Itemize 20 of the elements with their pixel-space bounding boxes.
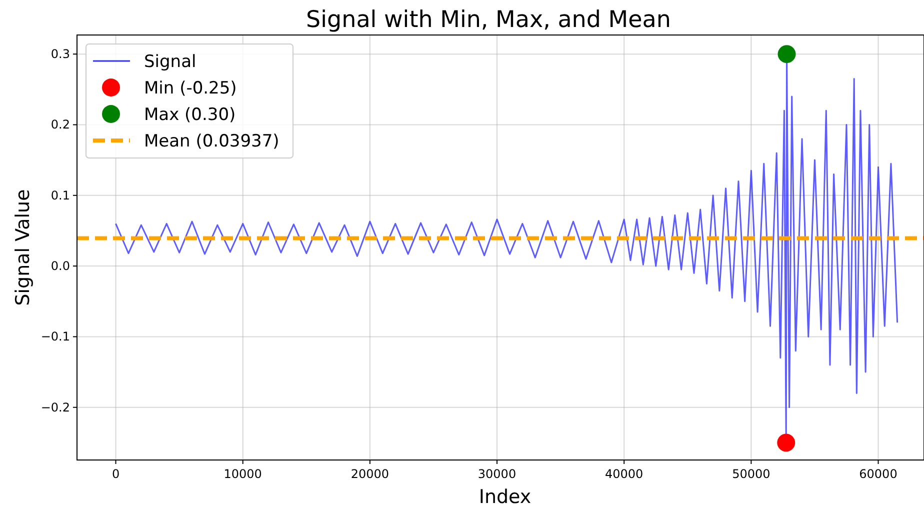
x-tick-label: 20000 (350, 467, 390, 481)
y-tick-label: 0.2 (50, 118, 70, 132)
x-tick-label: 10000 (224, 467, 262, 481)
x-tick-label: 60000 (859, 467, 898, 481)
legend-label: Mean (0.03937) (144, 132, 280, 152)
x-tick-label: 0 (112, 467, 120, 481)
legend-label: Min (-0.25) (144, 78, 237, 98)
y-axis-title: Signal Value (12, 189, 34, 306)
legend-label: Max (0.30) (144, 105, 236, 125)
y-tick-label: −0.2 (40, 400, 70, 414)
x-tick-label: 50000 (732, 467, 770, 481)
legend-label: Signal (144, 52, 196, 72)
chart-title: Signal with Min, Max, and Mean (306, 7, 671, 33)
x-tick-label: 40000 (604, 467, 644, 481)
y-tick-label: 0.0 (50, 259, 70, 274)
x-tick-label: 30000 (478, 467, 516, 481)
x-axis-title: Index (478, 486, 532, 508)
y-tick-label: 0.1 (50, 188, 70, 202)
y-tick-label: 0.3 (50, 47, 70, 62)
y-tick-label: −0.1 (40, 330, 70, 344)
